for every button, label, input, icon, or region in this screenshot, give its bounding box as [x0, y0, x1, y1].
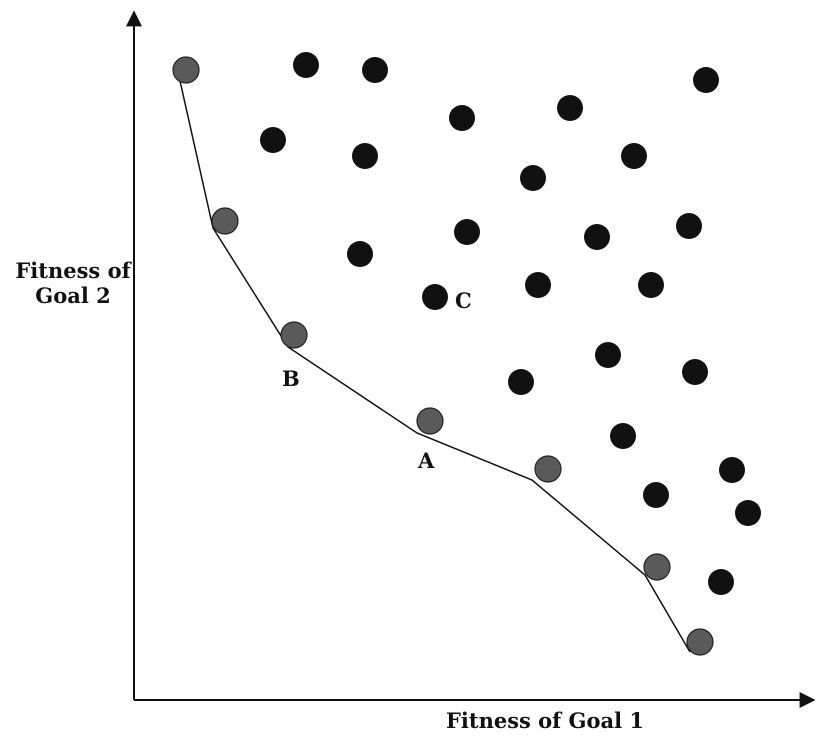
dominated-point	[352, 143, 378, 169]
front-point-b	[280, 321, 308, 349]
dominated-point	[293, 52, 319, 78]
dominated-point	[520, 165, 546, 191]
pareto-front-points	[172, 56, 714, 656]
front-point	[211, 207, 239, 235]
label-b: B	[282, 366, 300, 391]
front-point	[172, 56, 200, 84]
dominated-point	[693, 67, 719, 93]
dominated-point	[595, 342, 621, 368]
dominated-point	[362, 57, 388, 83]
front-point	[643, 553, 671, 581]
dominated-point	[638, 272, 664, 298]
dominated-points	[260, 52, 761, 595]
dominated-point	[676, 213, 702, 239]
pareto-front-line	[177, 71, 691, 653]
y-axis-label-line1: Fitness of	[15, 258, 131, 283]
dominated-point	[610, 423, 636, 449]
dominated-point	[643, 482, 669, 508]
dominated-point	[557, 95, 583, 121]
x-axis-label: Fitness of Goal 1	[446, 708, 644, 733]
dominated-point	[454, 219, 480, 245]
label-a: A	[417, 448, 435, 473]
dominated-point	[347, 241, 373, 267]
front-point	[686, 628, 714, 656]
dominated-point	[621, 143, 647, 169]
front-point	[534, 455, 562, 483]
dominated-point	[508, 369, 534, 395]
front-point-a	[416, 407, 444, 435]
y-axis-label: Fitness of Goal 2	[8, 258, 138, 308]
label-c: C	[455, 288, 472, 313]
dominated-point	[260, 127, 286, 153]
y-axis-label-line2: Goal 2	[35, 283, 111, 309]
dominated-point	[682, 359, 708, 385]
dominated-point	[735, 500, 761, 526]
dominated-point	[708, 569, 734, 595]
dominated-point-c	[422, 284, 448, 310]
dominated-point	[584, 224, 610, 250]
dominated-point	[449, 105, 475, 131]
dominated-point	[719, 457, 745, 483]
dominated-point	[525, 272, 551, 298]
